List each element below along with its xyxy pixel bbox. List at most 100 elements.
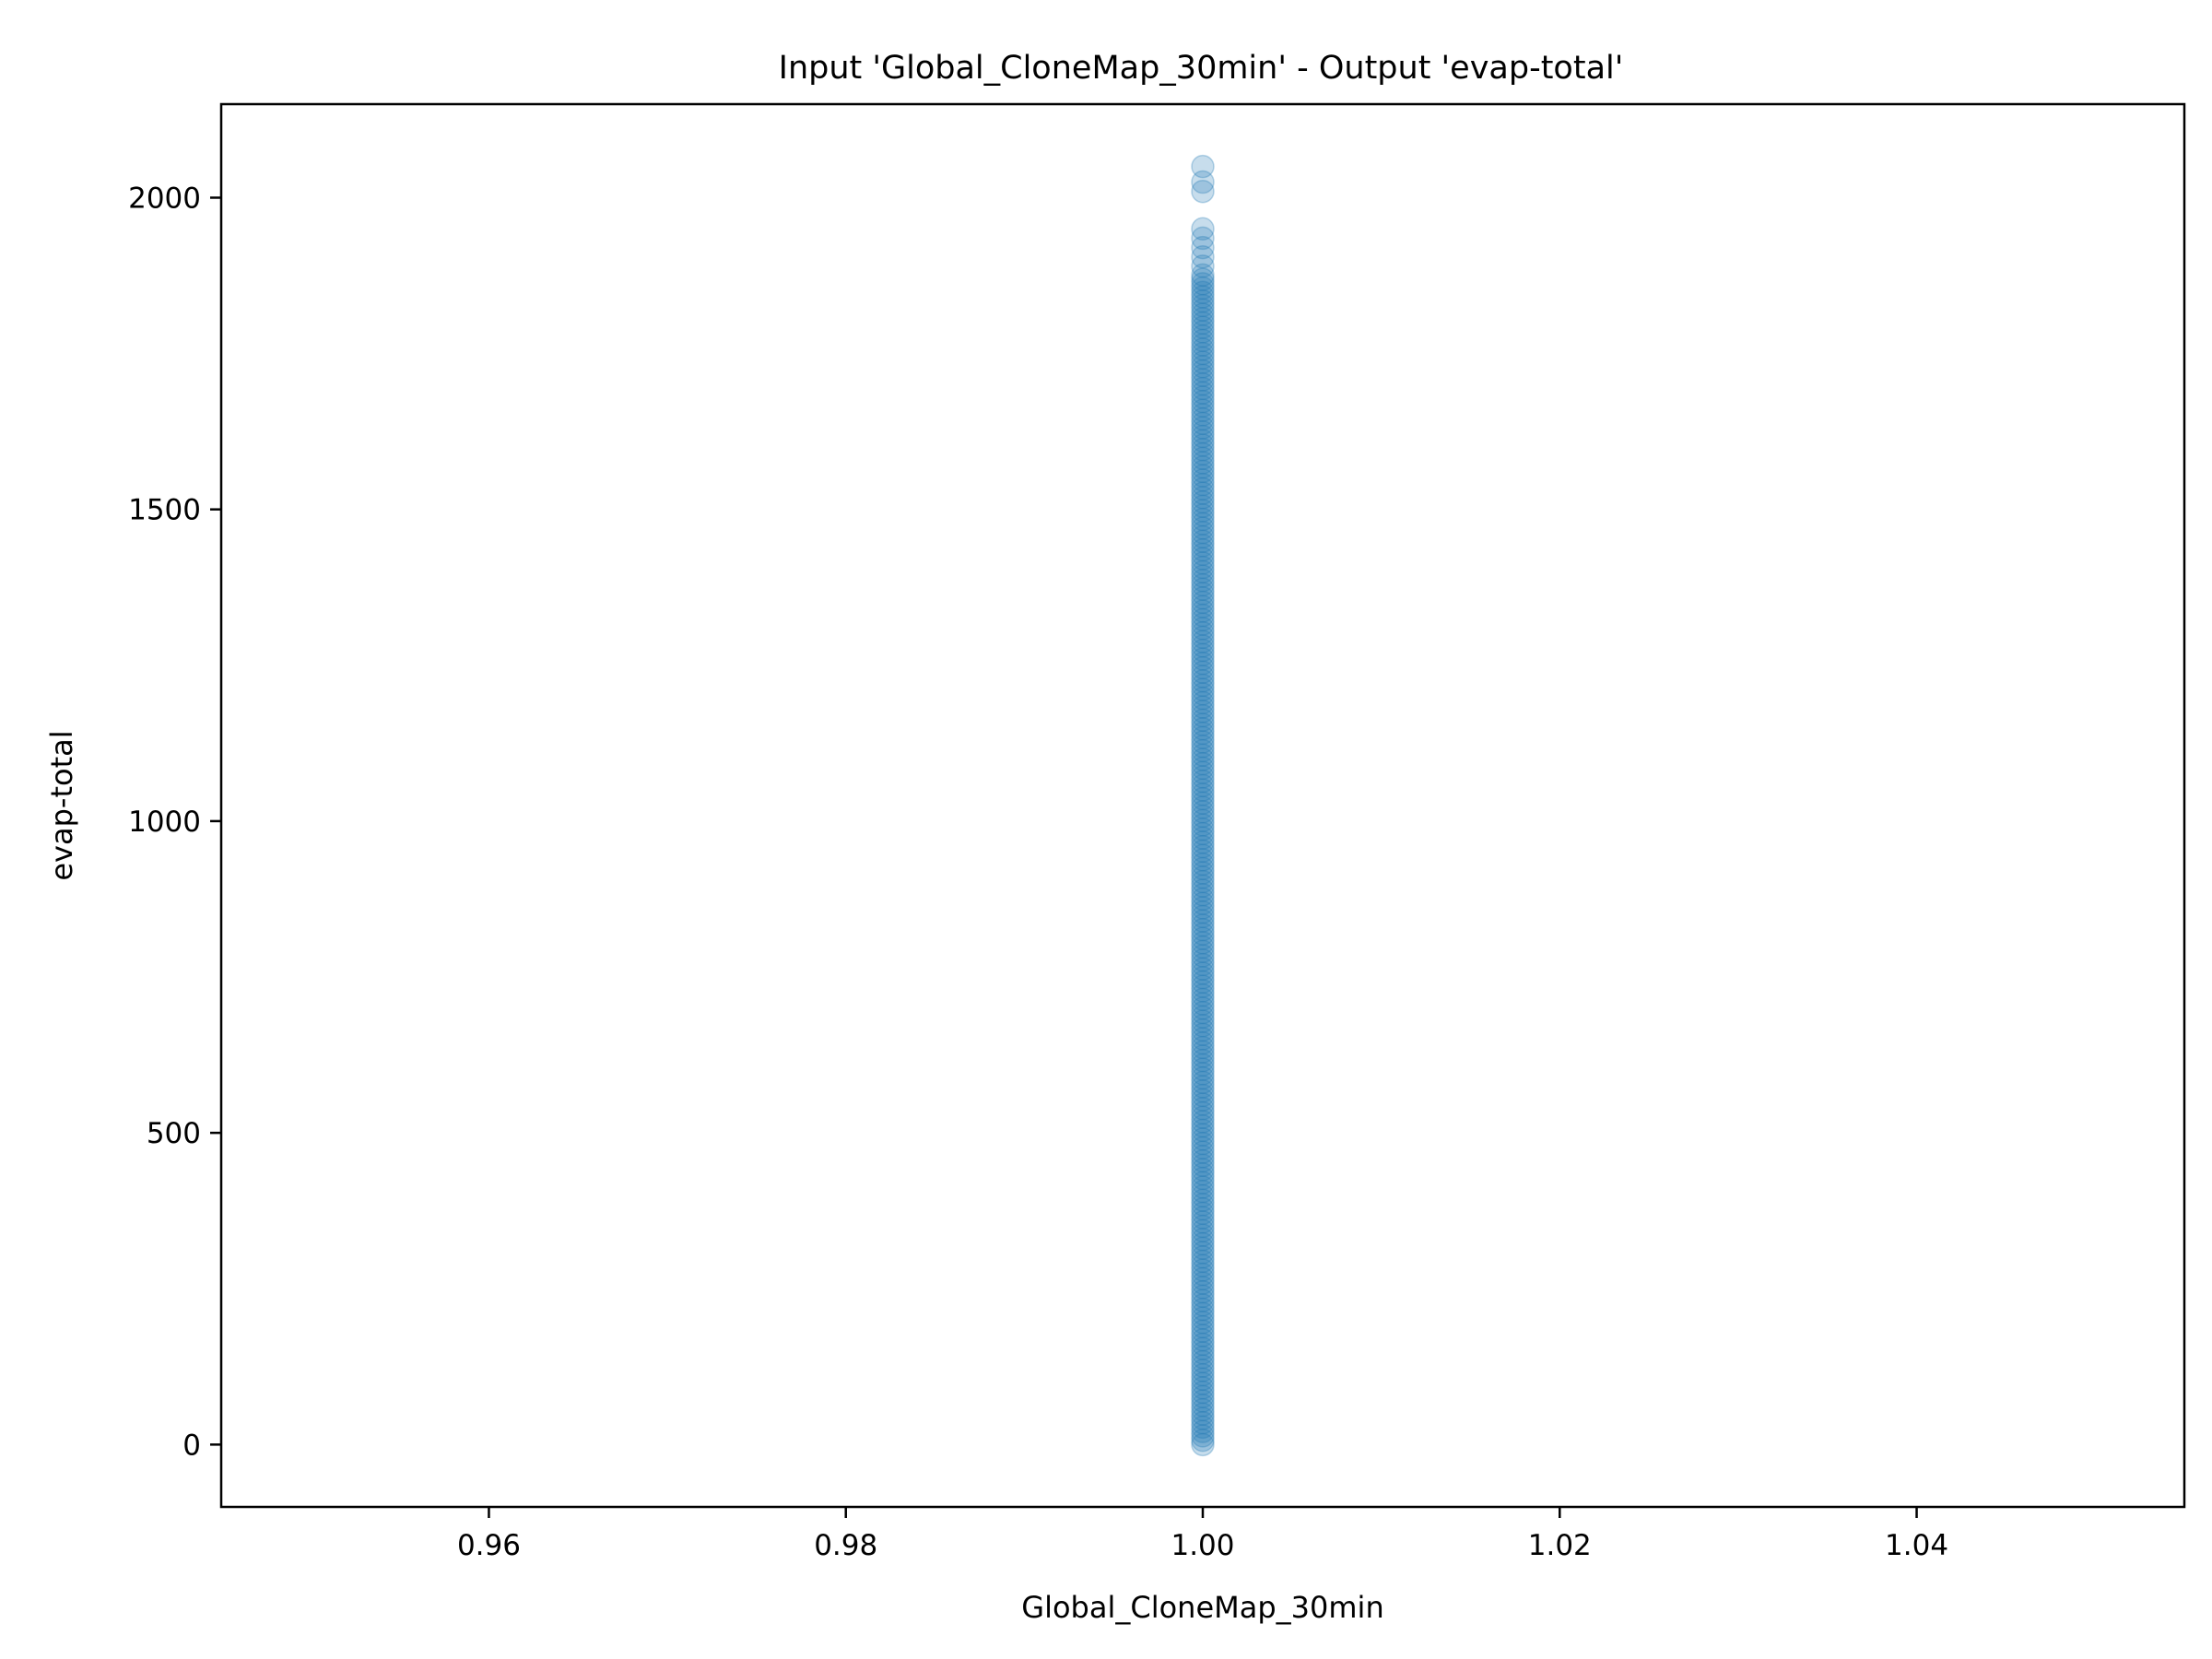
data-point <box>1191 861 1215 885</box>
data-point <box>1191 612 1215 636</box>
data-point <box>1191 1236 1215 1261</box>
data-point <box>1191 446 1215 470</box>
data-point <box>1191 381 1215 405</box>
data-point <box>1191 542 1215 567</box>
data-point <box>1191 226 1215 251</box>
data-point <box>1191 328 1215 353</box>
data-point <box>1191 1062 1215 1086</box>
data-point <box>1191 154 1215 179</box>
data-point <box>1191 1110 1215 1134</box>
data-point <box>1191 1397 1215 1422</box>
data-point <box>1191 441 1215 466</box>
data-point <box>1191 690 1215 715</box>
data-point <box>1191 503 1215 527</box>
data-point <box>1191 1306 1215 1330</box>
data-point <box>1191 725 1215 750</box>
data-point <box>1191 534 1215 558</box>
data-point <box>1191 464 1215 488</box>
data-point <box>1191 1075 1215 1099</box>
data-point <box>1191 1065 1215 1090</box>
data-point <box>1191 1393 1215 1418</box>
x-axis-label: Global_CloneMap_30min <box>1021 1590 1383 1625</box>
data-point <box>1191 1253 1215 1277</box>
data-point <box>1191 1354 1215 1378</box>
data-point <box>1191 738 1215 763</box>
data-point <box>1191 298 1215 322</box>
data-point <box>1191 974 1215 998</box>
data-point <box>1191 394 1215 418</box>
data-point <box>1191 834 1215 859</box>
data-point <box>1191 957 1215 981</box>
data-point <box>1191 235 1215 260</box>
data-point <box>1191 1410 1215 1435</box>
data-point <box>1191 887 1215 912</box>
data-point <box>1191 1070 1215 1095</box>
data-point <box>1191 1193 1215 1217</box>
data-point <box>1191 368 1215 392</box>
data-point <box>1191 712 1215 736</box>
data-point <box>1191 276 1215 300</box>
data-point <box>1191 1201 1215 1226</box>
data-point <box>1191 765 1215 789</box>
data-point <box>1191 913 1215 937</box>
data-point <box>1191 891 1215 915</box>
data-point <box>1191 1228 1215 1252</box>
data-point <box>1191 730 1215 754</box>
data-point <box>1191 1367 1215 1392</box>
data-point <box>1191 1349 1215 1374</box>
data-point <box>1191 1053 1215 1077</box>
data-point <box>1191 486 1215 510</box>
data-point <box>1191 389 1215 414</box>
data-point <box>1191 1362 1215 1387</box>
data-point <box>1191 337 1215 361</box>
data-point <box>1191 1162 1215 1186</box>
data-point <box>1191 1057 1215 1081</box>
data-point <box>1191 665 1215 688</box>
data-point <box>1191 454 1215 479</box>
data-point <box>1191 1153 1215 1178</box>
data-point <box>1191 1288 1215 1312</box>
data-point <box>1191 800 1215 824</box>
data-point <box>1191 1027 1215 1051</box>
data-point <box>1191 1314 1215 1339</box>
data-point <box>1191 603 1215 628</box>
data-point <box>1191 904 1215 929</box>
data-point <box>1191 590 1215 615</box>
data-point <box>1191 717 1215 741</box>
data-point <box>1191 359 1215 383</box>
data-point <box>1191 1083 1215 1108</box>
data-point <box>1191 1249 1215 1274</box>
data-point <box>1191 507 1215 532</box>
data-point <box>1191 499 1215 523</box>
data-point <box>1191 1341 1215 1365</box>
data-point <box>1191 472 1215 497</box>
data-point <box>1191 808 1215 832</box>
data-point <box>1191 1113 1215 1138</box>
data-point <box>1191 1140 1215 1164</box>
data-point <box>1191 607 1215 632</box>
data-point <box>1191 1332 1215 1357</box>
data-point <box>1191 747 1215 771</box>
data-point <box>1191 673 1215 698</box>
data-point <box>1191 1406 1215 1430</box>
y-tick-label: 2000 <box>128 182 201 215</box>
data-point <box>1191 411 1215 436</box>
data-point <box>1191 1127 1215 1151</box>
x-tick-label: 1.04 <box>1885 1529 1948 1562</box>
data-point <box>1191 1018 1215 1042</box>
data-point <box>1191 1297 1215 1322</box>
data-point <box>1191 791 1215 816</box>
x-tick-label: 0.96 <box>457 1529 521 1562</box>
data-point <box>1191 1319 1215 1343</box>
data-point <box>1191 1171 1215 1194</box>
data-point <box>1191 896 1215 920</box>
data-point <box>1191 564 1215 588</box>
data-point <box>1191 948 1215 972</box>
x-tick-label: 0.98 <box>814 1529 877 1562</box>
data-point <box>1191 272 1215 296</box>
data-point <box>1191 638 1215 663</box>
data-point <box>1191 987 1215 1012</box>
data-point <box>1191 1123 1215 1147</box>
data-point <box>1191 371 1215 396</box>
data-point <box>1191 1196 1215 1221</box>
